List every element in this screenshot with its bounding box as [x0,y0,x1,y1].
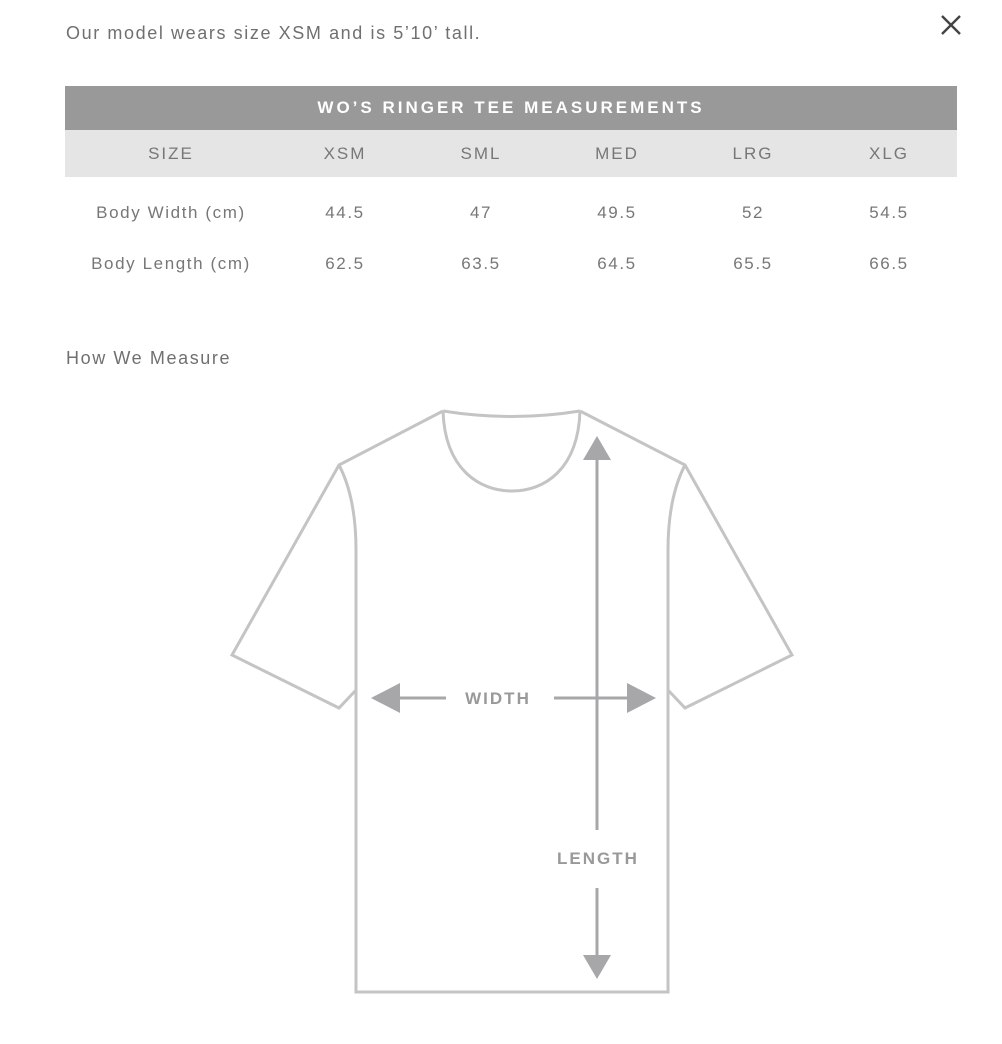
cell: 64.5 [597,253,637,273]
header-cell: MED [549,130,685,177]
close-icon[interactable] [938,12,966,40]
header-cell: XLG [821,130,957,177]
size-header-row: SIZE XSM SML MED LRG XLG [65,130,957,177]
table-title: WO’S RINGER TEE MEASUREMENTS [65,86,957,130]
width-label: WIDTH [465,689,531,708]
cell: 54.5 [869,203,909,222]
cell: 63.5 [461,253,501,273]
cell: 52 [741,203,765,222]
table-row: Body Width (cm) 44.5 47 49.5 52 54.5 [65,177,957,234]
cell: 65.5 [733,253,773,273]
cell: 49.5 [597,203,637,222]
length-label: LENGTH [557,849,639,868]
model-size-note: Our model wears size XSM and is 5’10’ ta… [66,23,482,43]
header-cell: XSM [277,130,413,177]
cell: 66.5 [869,253,909,273]
header-cell: SIZE [65,130,277,177]
tshirt-outline [229,409,795,994]
header-cell: SML [413,130,549,177]
row-label: Body Width (cm) [96,203,246,222]
how-we-measure-heading: How We Measure [66,348,232,368]
table-row: Body Length (cm) 62.5 63.5 64.5 65.5 66.… [65,234,957,293]
width-arrow [371,683,656,713]
cell: 62.5 [325,253,365,273]
header-cell: LRG [685,130,821,177]
length-arrow [583,436,611,979]
cell: 44.5 [325,203,365,222]
measurements-table: WO’S RINGER TEE MEASUREMENTS SIZE XSM SM… [65,86,957,293]
row-label: Body Length (cm) [91,253,251,273]
cell: 47 [469,203,493,222]
